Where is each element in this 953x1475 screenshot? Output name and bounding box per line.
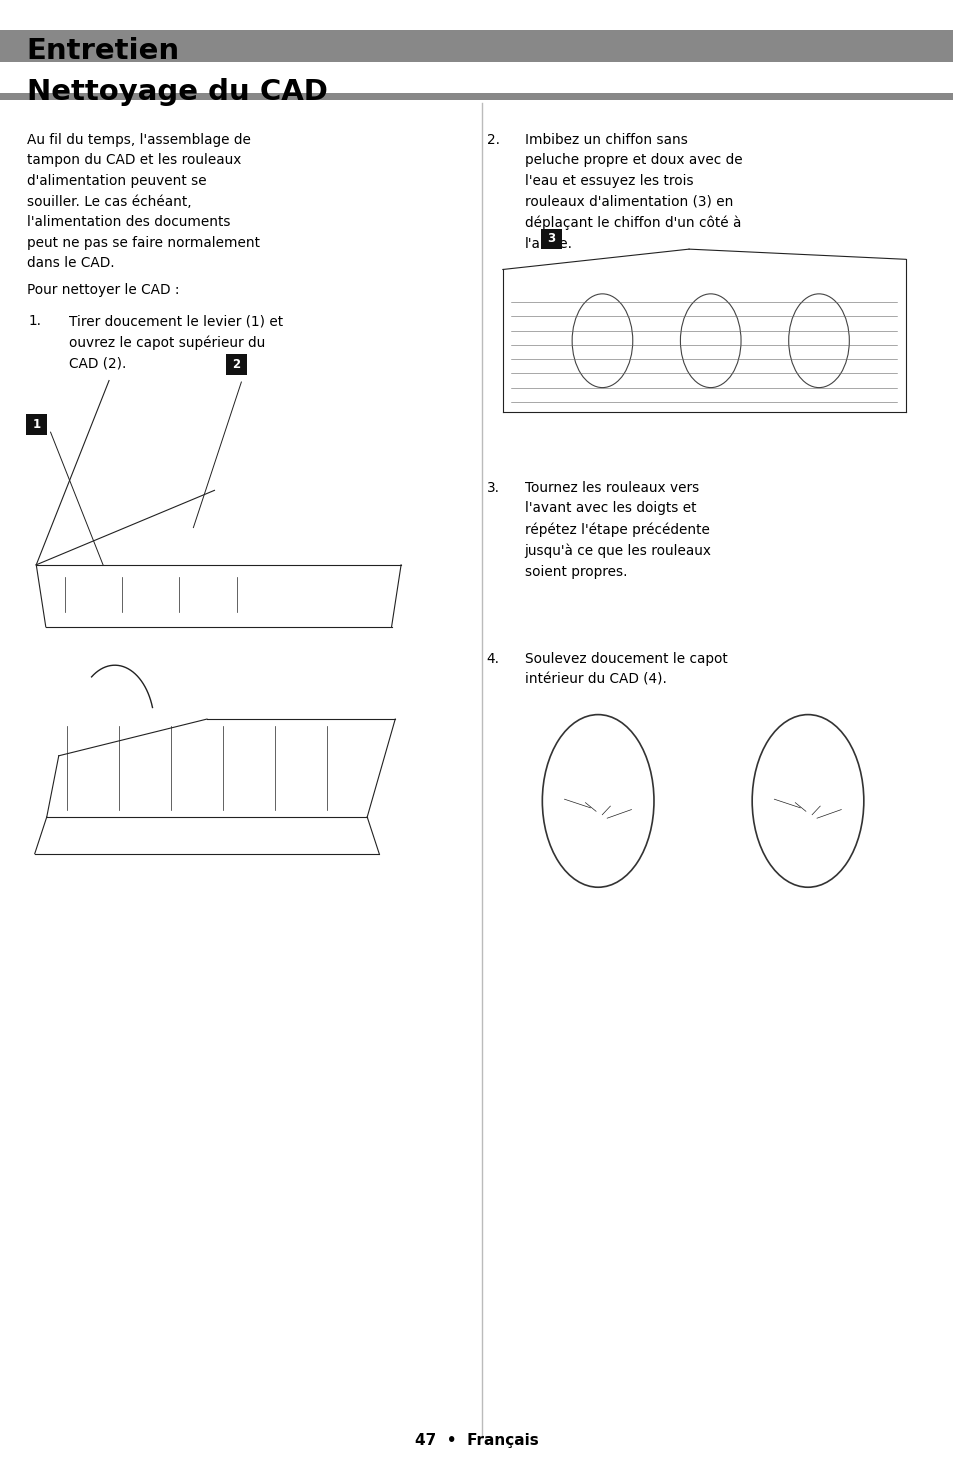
Bar [226,354,247,375]
Text: Tirer doucement le levier (1) et
ouvrez le capot supérieur du
CAD (2).: Tirer doucement le levier (1) et ouvrez … [69,314,282,370]
Text: Pour nettoyer le CAD :: Pour nettoyer le CAD : [27,283,179,296]
Bar [494,239,926,442]
Text: 2.: 2. [486,133,499,146]
Text: Tournez les rouleaux vers
l'avant avec les doigts et
répétez l'étape précédente
: Tournez les rouleaux vers l'avant avec l… [524,481,711,578]
Text: 47  •  Français: 47 • Français [415,1434,538,1448]
Text: 1.: 1. [29,314,42,327]
Bar [26,414,47,435]
Text: 3: 3 [547,233,555,245]
Text: Soulevez doucement le capot
intérieur du CAD (4).: Soulevez doucement le capot intérieur du… [524,652,727,686]
Bar [27,658,448,903]
Bar [540,229,561,249]
Text: Au fil du temps, l'assemblage de
tampon du CAD et les rouleaux
d'alimentation pe: Au fil du temps, l'assemblage de tampon … [27,133,259,270]
Bar [0,93,953,100]
Text: 2: 2 [233,358,240,370]
Text: 1: 1 [32,419,40,431]
Text: Entretien: Entretien [27,37,180,65]
Bar [486,687,932,914]
Bar [0,30,953,62]
Bar [27,366,448,642]
Text: Imbibez un chiffon sans
peluche propre et doux avec de
l'eau et essuyez les troi: Imbibez un chiffon sans peluche propre e… [524,133,741,251]
Text: 4.: 4. [486,652,499,665]
Text: Nettoyage du CAD: Nettoyage du CAD [27,78,327,106]
Text: 3.: 3. [486,481,499,494]
